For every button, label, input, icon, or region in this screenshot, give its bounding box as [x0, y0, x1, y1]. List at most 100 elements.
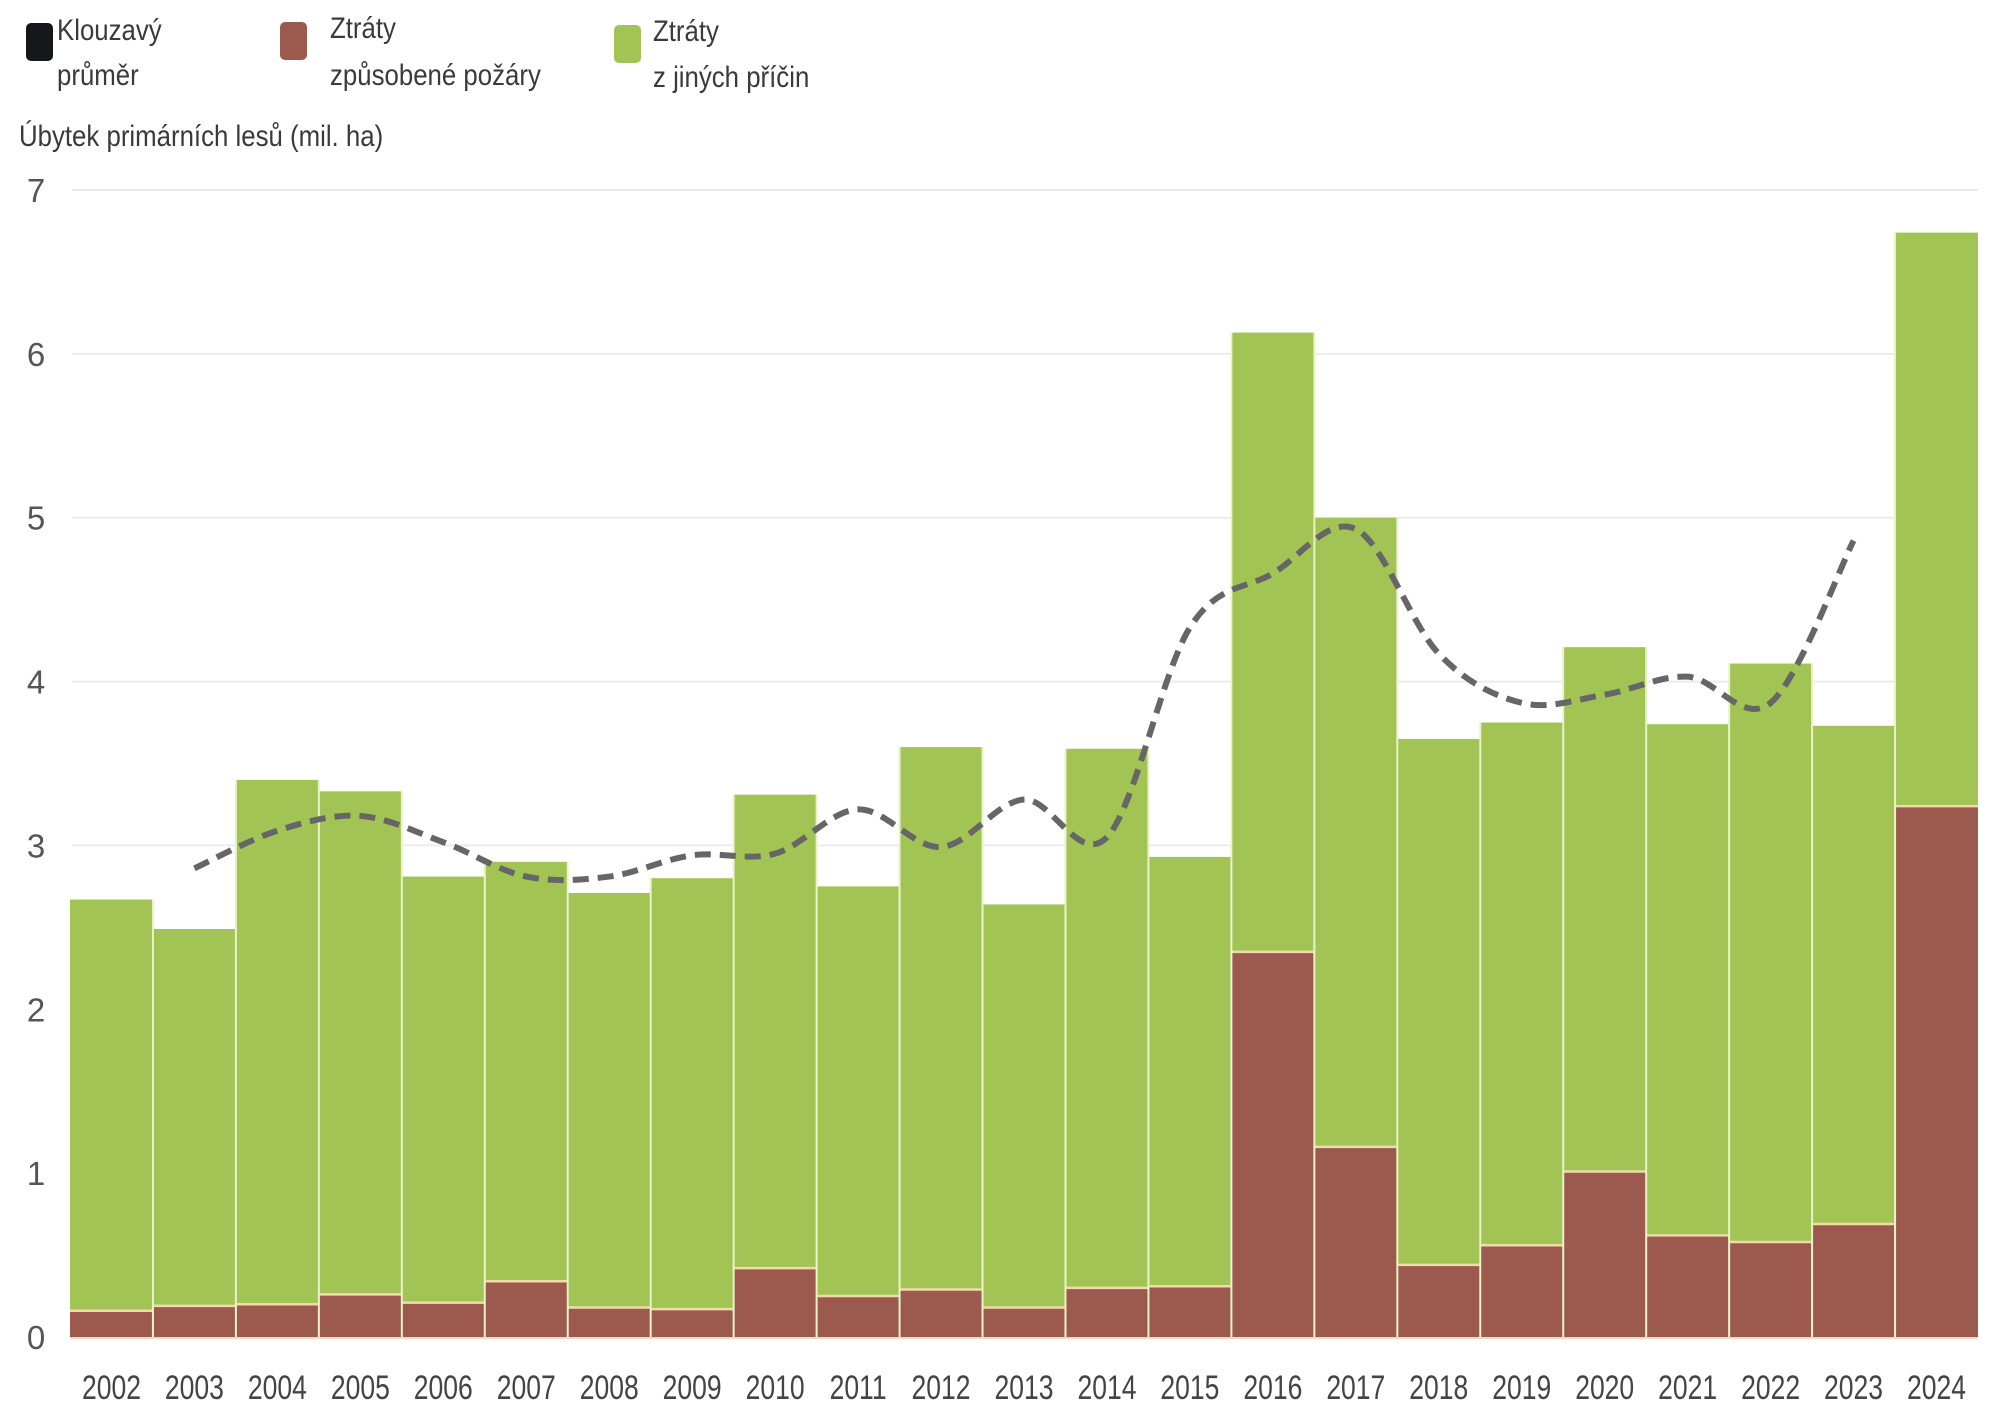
legend-label-fire-line1: Ztráty — [330, 12, 396, 45]
bar-group-2002 — [70, 899, 153, 1337]
bar-group-2016 — [1230, 332, 1315, 1337]
bar-fire-2015 — [1148, 1286, 1232, 1337]
bar-fire-2022 — [1729, 1241, 1813, 1337]
y-axis-ticks: 0 1 2 3 4 5 6 7 — [27, 172, 45, 1356]
legend-label-moving-average-line2: průměr — [57, 59, 139, 92]
bar-other-2024 — [1895, 232, 1978, 807]
bar-other-2012 — [899, 747, 983, 1290]
x-tick-label: 2020 — [1575, 1369, 1634, 1407]
legend-label-other-line1: Ztráty — [653, 15, 719, 48]
bar-group-2024 — [1894, 232, 1978, 1337]
bar-fire-2016 — [1231, 951, 1315, 1337]
x-axis-ticks: 2002 2003 2004 2005 2006 2007 2008 2009 2010 2011… — [82, 1369, 1966, 1407]
bar-fire-2010 — [733, 1268, 817, 1337]
x-tick-label: 2018 — [1409, 1369, 1468, 1407]
y-tick-label: 2 — [27, 991, 45, 1028]
bar-group-2004 — [234, 779, 319, 1337]
x-tick-label: 2021 — [1658, 1369, 1717, 1407]
bar-fire-2009 — [650, 1309, 734, 1337]
bar-fire-2021 — [1646, 1235, 1730, 1337]
bar-fire-2023 — [1812, 1223, 1896, 1337]
legend-swatch-moving-average — [26, 23, 53, 61]
bar-fire-2018 — [1397, 1264, 1481, 1337]
bar-group-2023 — [1811, 663, 1896, 1337]
bar-group-2011 — [815, 794, 900, 1337]
bar-other-2020 — [1563, 647, 1647, 1172]
x-tick-label: 2013 — [995, 1369, 1054, 1407]
bar-group-2015 — [1147, 748, 1232, 1337]
bar-fire-2017 — [1314, 1146, 1398, 1337]
bar-fire-2014 — [1065, 1287, 1149, 1337]
y-tick-label: 5 — [27, 500, 45, 537]
bar-other-2011 — [816, 886, 900, 1297]
x-tick-label: 2012 — [912, 1369, 971, 1407]
bar-other-2013 — [982, 904, 1066, 1308]
x-tick-label: 2014 — [1077, 1369, 1136, 1407]
x-tick-label: 2005 — [331, 1369, 390, 1407]
x-tick-label: 2003 — [165, 1369, 224, 1407]
x-tick-label: 2009 — [663, 1369, 722, 1407]
x-tick-label: 2011 — [830, 1369, 887, 1407]
x-tick-label: 2017 — [1326, 1369, 1385, 1407]
bar-other-2009 — [650, 878, 734, 1310]
bar-fire-2012 — [899, 1289, 983, 1337]
y-tick-label: 1 — [27, 1155, 45, 1192]
legend-label-moving-average-line1: Klouzavý — [57, 14, 162, 47]
bar-fire-2002 — [70, 1310, 153, 1337]
bar-group-2020 — [1562, 647, 1647, 1337]
bar-other-2014 — [1065, 748, 1149, 1288]
bar-other-2008 — [567, 892, 651, 1308]
x-tick-label: 2015 — [1160, 1369, 1219, 1407]
x-tick-label: 2010 — [746, 1369, 805, 1407]
bar-group-2019 — [1479, 722, 1564, 1337]
bar-group-2021 — [1645, 647, 1730, 1337]
bar-fire-2008 — [567, 1307, 651, 1337]
x-tick-label: 2006 — [414, 1369, 473, 1407]
bar-other-2007 — [484, 861, 568, 1282]
legend-label-other-line2: z jiných příčin — [653, 61, 810, 94]
bar-group-2005 — [317, 779, 402, 1337]
bar-other-2018 — [1397, 738, 1481, 1265]
bar-other-2004 — [235, 779, 319, 1305]
x-tick-label: 2022 — [1741, 1369, 1800, 1407]
x-tick-label: 2008 — [580, 1369, 639, 1407]
bar-other-2006 — [401, 876, 485, 1303]
bar-group-2009 — [649, 878, 734, 1337]
legend-label-fire-line2: způsobené požáry — [330, 59, 541, 92]
bar-other-2019 — [1480, 722, 1564, 1246]
bar-group-2007 — [483, 861, 568, 1337]
bar-group-2006 — [400, 791, 485, 1337]
bar-other-2023 — [1812, 725, 1896, 1224]
bar-fire-2013 — [982, 1307, 1066, 1337]
bar-fire-2003 — [152, 1305, 236, 1337]
bar-group-2010 — [732, 794, 817, 1337]
legend-swatch-fire — [280, 22, 307, 60]
legend-swatch-other — [614, 25, 641, 63]
bar-group-2018 — [1396, 517, 1481, 1337]
bars — [70, 232, 1978, 1339]
bar-fire-2006 — [401, 1302, 485, 1337]
bar-group-2013 — [981, 747, 1066, 1337]
bar-group-2003 — [151, 899, 236, 1337]
bar-group-2022 — [1728, 663, 1813, 1337]
moving-average-line — [193, 523, 1857, 884]
bar-other-2016 — [1231, 332, 1315, 952]
bar-fire-2024 — [1895, 806, 1978, 1337]
bar-fire-2020 — [1563, 1171, 1647, 1337]
bar-other-2003 — [152, 928, 236, 1306]
bar-group-2017 — [1313, 332, 1398, 1337]
y-tick-label: 4 — [27, 664, 45, 701]
bar-group-2008 — [566, 861, 651, 1337]
bar-other-2021 — [1646, 724, 1730, 1236]
x-tick-label: 2004 — [248, 1369, 307, 1407]
y-tick-label: 7 — [27, 172, 45, 209]
bar-other-2002 — [70, 899, 153, 1311]
bar-other-2022 — [1729, 663, 1813, 1242]
x-tick-label: 2023 — [1824, 1369, 1883, 1407]
bar-fire-2019 — [1480, 1245, 1564, 1337]
bar-fire-2011 — [816, 1296, 900, 1337]
bar-other-2017 — [1314, 517, 1398, 1147]
x-tick-label: 2002 — [82, 1369, 141, 1407]
bar-other-2015 — [1148, 856, 1232, 1287]
